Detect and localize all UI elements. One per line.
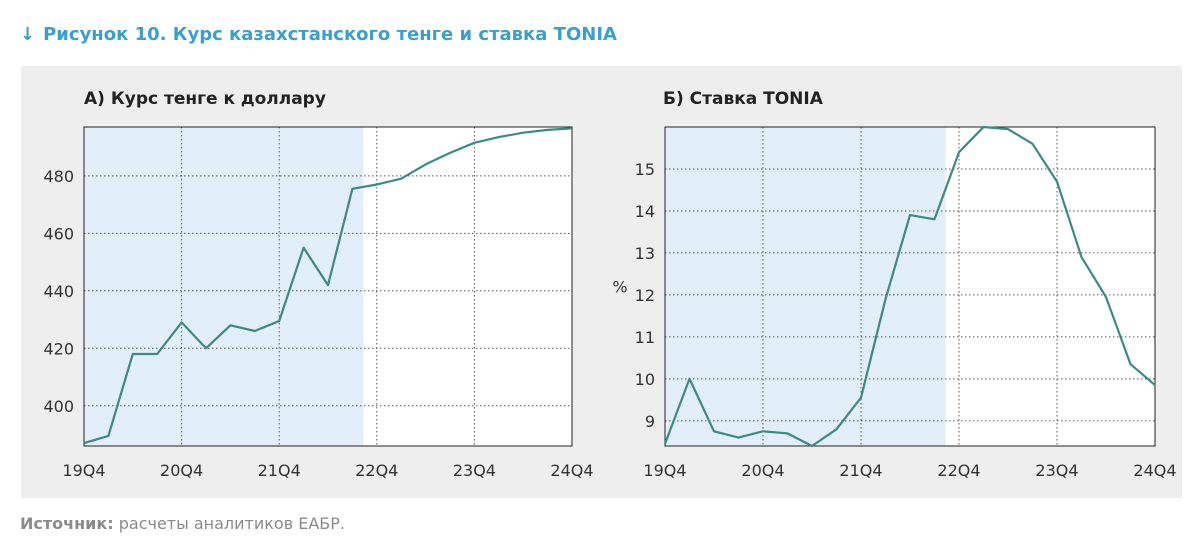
y-tick-label: 460	[43, 224, 74, 243]
x-tick-label: 22Q4	[355, 461, 398, 480]
arrow-down-icon: ↓	[20, 24, 36, 45]
plot-frame	[664, 126, 1156, 447]
chart-kzt-usd: 400 420 440 460 480 19Q4 20Q4 21Q4 22Q4 23Q4 24Q4 А…	[43, 89, 593, 480]
y-tick-label: 10	[635, 370, 655, 389]
series-line	[83, 127, 573, 445]
y-tick-label: 11	[635, 328, 655, 347]
chart-tonia: 9 10 11 12 13 14 15 19Q4 20Q4 21Q4 22Q4 23Q4 24Q4 Б) …	[612, 89, 1176, 480]
y-tick-label: 13	[635, 244, 655, 263]
shaded-region	[665, 127, 946, 446]
y-tick-label: 9	[645, 412, 655, 431]
y-tick-label: 400	[43, 397, 74, 416]
source-label: Источник:	[20, 514, 114, 533]
x-tick-label: 23Q4	[453, 461, 496, 480]
x-tick-label: 19Q4	[643, 461, 686, 480]
plot-frame	[83, 126, 573, 447]
x-tick-label: 24Q4	[550, 461, 593, 480]
source-text: расчеты аналитиков ЕАБР.	[113, 514, 345, 533]
x-tick-label: 23Q4	[1035, 461, 1078, 480]
source-note: Источник: расчеты аналитиков ЕАБР.	[20, 514, 345, 533]
x-tick-label: 21Q4	[839, 461, 882, 480]
y-tick-label: 440	[43, 282, 74, 301]
figure-title-text: Рисунок 10. Курс казахстанского тенге и …	[43, 24, 617, 45]
y-tick-label: 12	[635, 286, 655, 305]
chart-title: А) Курс тенге к доллару	[84, 89, 326, 109]
shaded-region	[84, 127, 364, 446]
figure-title: ↓ Рисунок 10. Курс казахстанского тенге и…	[20, 24, 617, 45]
x-tick-label: 20Q4	[160, 461, 203, 480]
x-tick-label: 19Q4	[62, 461, 105, 480]
y-tick-label: 15	[635, 160, 655, 179]
x-tick-label: 21Q4	[258, 461, 301, 480]
x-tick-label: 20Q4	[741, 461, 784, 480]
y-tick-label: 14	[635, 202, 655, 221]
y-tick-label: 420	[43, 339, 74, 358]
y-tick-label: 480	[43, 167, 74, 186]
y-axis-label: %	[612, 278, 627, 297]
chart-title: Б) Ставка TONIA	[663, 89, 824, 109]
x-tick-label: 22Q4	[937, 461, 980, 480]
series-line	[663, 125, 1156, 448]
x-tick-label: 24Q4	[1133, 461, 1176, 480]
